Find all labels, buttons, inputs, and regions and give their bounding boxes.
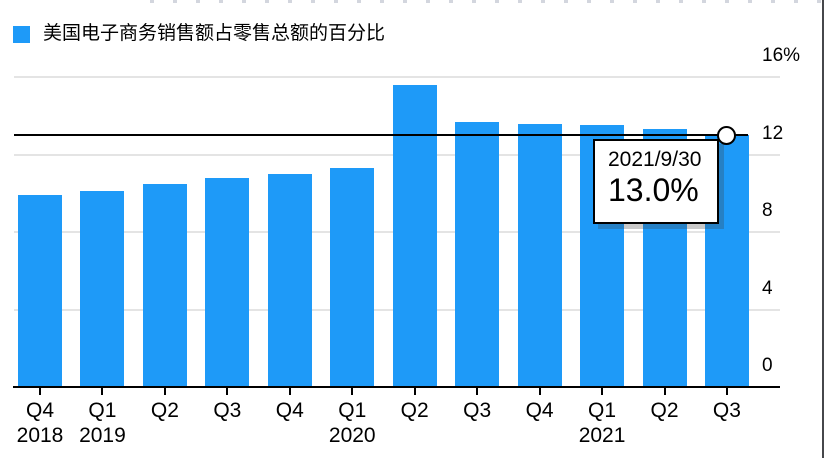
window-edge-line <box>822 0 824 458</box>
x-axis-tick <box>351 388 354 395</box>
chart-legend: 美国电子商务销售额占零售总额的百分比 <box>13 24 385 44</box>
chart-bar[interactable] <box>455 121 500 388</box>
x-axis-label-quarter: Q4 <box>525 399 554 422</box>
cropped-text-remnant <box>150 0 822 3</box>
x-axis-label-quarter: Q1 <box>88 399 117 422</box>
chart-bar[interactable] <box>142 183 187 388</box>
x-axis-label-year: 2020 <box>328 424 376 447</box>
x-axis-tick <box>725 388 728 395</box>
x-axis-label-quarter: Q2 <box>650 399 679 422</box>
x-axis-tick <box>101 388 104 395</box>
x-axis-label-quarter: Q3 <box>463 399 492 422</box>
x-axis-label-quarter: Q2 <box>400 399 429 422</box>
y-axis-label: 12 <box>762 122 784 144</box>
x-axis-tick <box>538 388 541 395</box>
chart-bar[interactable] <box>267 173 312 388</box>
x-axis-tick <box>663 388 666 395</box>
x-axis-tick <box>476 388 479 395</box>
chart-bar[interactable] <box>18 195 62 388</box>
x-axis-tick <box>226 388 229 395</box>
chart-bar[interactable] <box>330 168 375 388</box>
y-axis-label: 0 <box>762 355 773 376</box>
y-axis-label: 4 <box>762 277 773 299</box>
x-axis-label-year: 2019 <box>79 424 126 447</box>
chart-bar[interactable] <box>80 191 125 388</box>
x-axis-line <box>13 385 780 388</box>
y-axis-label: 16% <box>762 45 801 66</box>
x-axis-tick <box>288 388 291 395</box>
y-axis-label: 8 <box>762 200 773 221</box>
tooltip: 2021/9/30 13.0% <box>593 139 719 224</box>
x-axis-tick <box>39 388 41 395</box>
x-axis-label-quarter: Q4 <box>275 399 304 422</box>
x-axis-tick <box>163 388 166 395</box>
x-axis-label-quarter: Q1 <box>588 399 617 422</box>
x-axis-label-quarter: Q4 <box>25 399 54 422</box>
x-axis-label-year: 2021 <box>578 424 626 447</box>
data-point-marker[interactable] <box>717 125 737 145</box>
tooltip-value: 13.0% <box>608 172 699 208</box>
x-axis-label-quarter: Q3 <box>213 399 242 422</box>
chart-bar[interactable] <box>205 177 250 388</box>
x-axis-label-quarter: Q1 <box>338 399 367 422</box>
tooltip-date: 2021/9/30 <box>608 148 702 171</box>
x-axis-label-quarter: Q2 <box>150 399 179 422</box>
legend-swatch <box>13 25 30 43</box>
chart-bar[interactable] <box>392 84 437 388</box>
x-axis-tick <box>601 388 604 395</box>
reference-line <box>14 133 748 137</box>
legend-label: 美国电子商务销售额占零售总额的百分比 <box>43 23 386 44</box>
x-axis-label-quarter: Q3 <box>712 399 741 422</box>
chart-bar[interactable] <box>517 123 562 388</box>
x-axis-tick <box>413 388 416 395</box>
x-axis-label-year: 2018 <box>16 424 64 447</box>
gridline <box>14 76 780 78</box>
